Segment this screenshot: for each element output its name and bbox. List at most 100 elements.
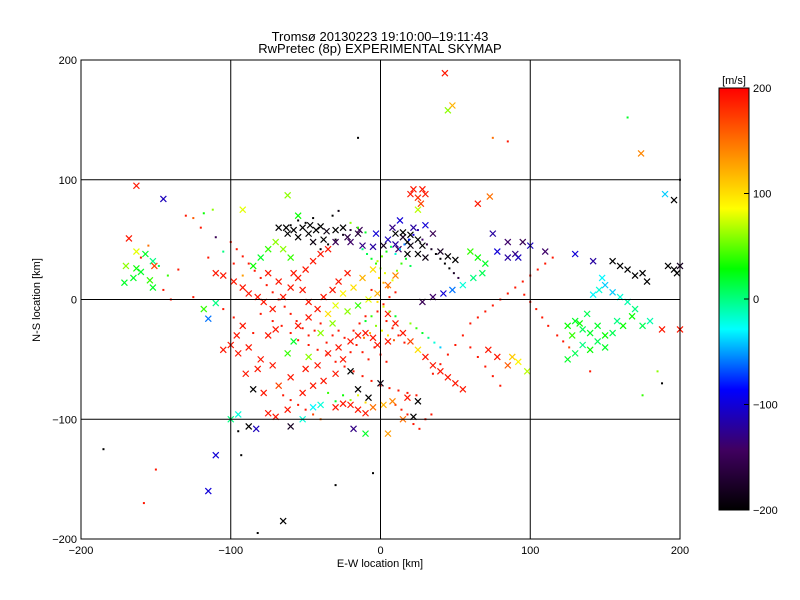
dot-marker bbox=[626, 116, 629, 119]
x-axis-ticks: −200 −100 0 100 200 bbox=[69, 545, 690, 557]
dot-marker bbox=[237, 430, 240, 433]
dot-marker bbox=[406, 413, 409, 416]
dot-marker bbox=[325, 341, 328, 344]
dot-marker bbox=[547, 324, 550, 327]
x-tick-label: −100 bbox=[218, 545, 243, 557]
dot-marker bbox=[265, 284, 268, 287]
dot-marker bbox=[357, 226, 360, 229]
x-marker bbox=[125, 235, 133, 242]
x-marker bbox=[299, 389, 307, 397]
x-marker bbox=[324, 245, 332, 253]
dot-marker bbox=[252, 332, 255, 335]
dot-marker bbox=[386, 334, 389, 337]
x-marker bbox=[242, 370, 250, 378]
dot-marker bbox=[313, 329, 316, 332]
x-marker bbox=[564, 355, 572, 363]
dot-marker bbox=[256, 532, 259, 535]
x-marker bbox=[354, 230, 362, 238]
x-marker bbox=[422, 221, 429, 229]
dot-marker bbox=[484, 365, 487, 368]
x-marker bbox=[568, 332, 576, 339]
x-marker bbox=[314, 305, 322, 313]
dot-marker bbox=[536, 268, 539, 271]
dot-marker bbox=[394, 291, 397, 294]
x-marker bbox=[444, 252, 452, 260]
x-marker bbox=[362, 430, 369, 438]
x-marker bbox=[484, 346, 492, 354]
dot-marker bbox=[343, 336, 346, 339]
dot-marker bbox=[380, 329, 383, 332]
dot-marker bbox=[259, 276, 262, 279]
x-marker bbox=[523, 367, 531, 375]
dot-marker bbox=[357, 136, 360, 139]
x-marker bbox=[312, 226, 320, 234]
dot-marker bbox=[361, 375, 364, 378]
x-marker bbox=[284, 349, 292, 357]
x-marker bbox=[309, 257, 317, 265]
dot-marker bbox=[282, 394, 285, 397]
x-marker bbox=[369, 334, 377, 342]
dot-marker bbox=[394, 252, 397, 255]
dot-marker bbox=[398, 248, 401, 251]
x-marker bbox=[146, 276, 154, 284]
dot-marker bbox=[271, 291, 274, 294]
dot-marker bbox=[400, 408, 403, 411]
x-marker bbox=[269, 305, 277, 313]
x-marker bbox=[643, 278, 651, 285]
x-marker bbox=[362, 329, 369, 337]
y-axis-ticks: 200 100 0 −100 −200 bbox=[52, 55, 77, 546]
dot-marker bbox=[358, 322, 361, 325]
chart-subtitle: RwPretec (8p) EXPERIMENTAL SKYMAP bbox=[258, 41, 501, 56]
x-marker bbox=[414, 236, 422, 244]
x-marker bbox=[305, 230, 313, 238]
x-marker bbox=[589, 257, 597, 265]
dot-marker bbox=[102, 448, 105, 451]
dot-marker bbox=[349, 229, 352, 232]
dot-marker bbox=[177, 268, 180, 271]
dot-marker bbox=[352, 370, 355, 373]
x-marker bbox=[335, 278, 342, 285]
colorbar-tick-label: −200 bbox=[753, 505, 778, 517]
dot-marker bbox=[430, 248, 433, 251]
x-marker bbox=[414, 194, 422, 202]
dot-marker bbox=[312, 217, 315, 220]
dot-marker bbox=[394, 403, 397, 406]
colorbar-tick-label: −100 bbox=[753, 400, 778, 412]
x-marker bbox=[309, 238, 317, 246]
dot-marker bbox=[241, 274, 244, 277]
x-marker bbox=[448, 286, 456, 294]
x-marker bbox=[347, 367, 354, 375]
x-marker bbox=[637, 149, 645, 157]
dot-marker bbox=[439, 346, 442, 349]
dot-marker bbox=[403, 243, 406, 246]
dot-marker bbox=[139, 256, 142, 259]
dot-marker bbox=[457, 276, 460, 279]
dot-marker bbox=[247, 262, 250, 265]
x-marker bbox=[399, 329, 407, 337]
dot-marker bbox=[162, 288, 165, 291]
x-marker bbox=[369, 243, 377, 251]
dot-marker bbox=[391, 327, 394, 330]
x-tick-label: −200 bbox=[69, 545, 94, 557]
x-marker bbox=[287, 284, 295, 291]
dot-marker bbox=[415, 394, 418, 397]
x-marker bbox=[594, 322, 602, 330]
x-marker bbox=[264, 245, 272, 253]
dot-marker bbox=[361, 351, 364, 354]
x-marker bbox=[372, 230, 380, 238]
x-marker bbox=[586, 346, 594, 354]
x-marker bbox=[239, 206, 247, 214]
dot-marker bbox=[427, 336, 430, 339]
x-marker bbox=[249, 262, 257, 270]
x-marker bbox=[132, 264, 140, 272]
x-marker bbox=[264, 269, 272, 277]
x-marker bbox=[132, 182, 140, 190]
x-marker bbox=[332, 302, 339, 309]
x-marker bbox=[314, 361, 322, 369]
dot-marker bbox=[370, 288, 373, 291]
x-marker bbox=[339, 400, 347, 408]
x-marker bbox=[272, 238, 280, 246]
dot-marker bbox=[142, 502, 145, 505]
x-marker bbox=[275, 278, 283, 285]
x-marker bbox=[332, 226, 339, 234]
